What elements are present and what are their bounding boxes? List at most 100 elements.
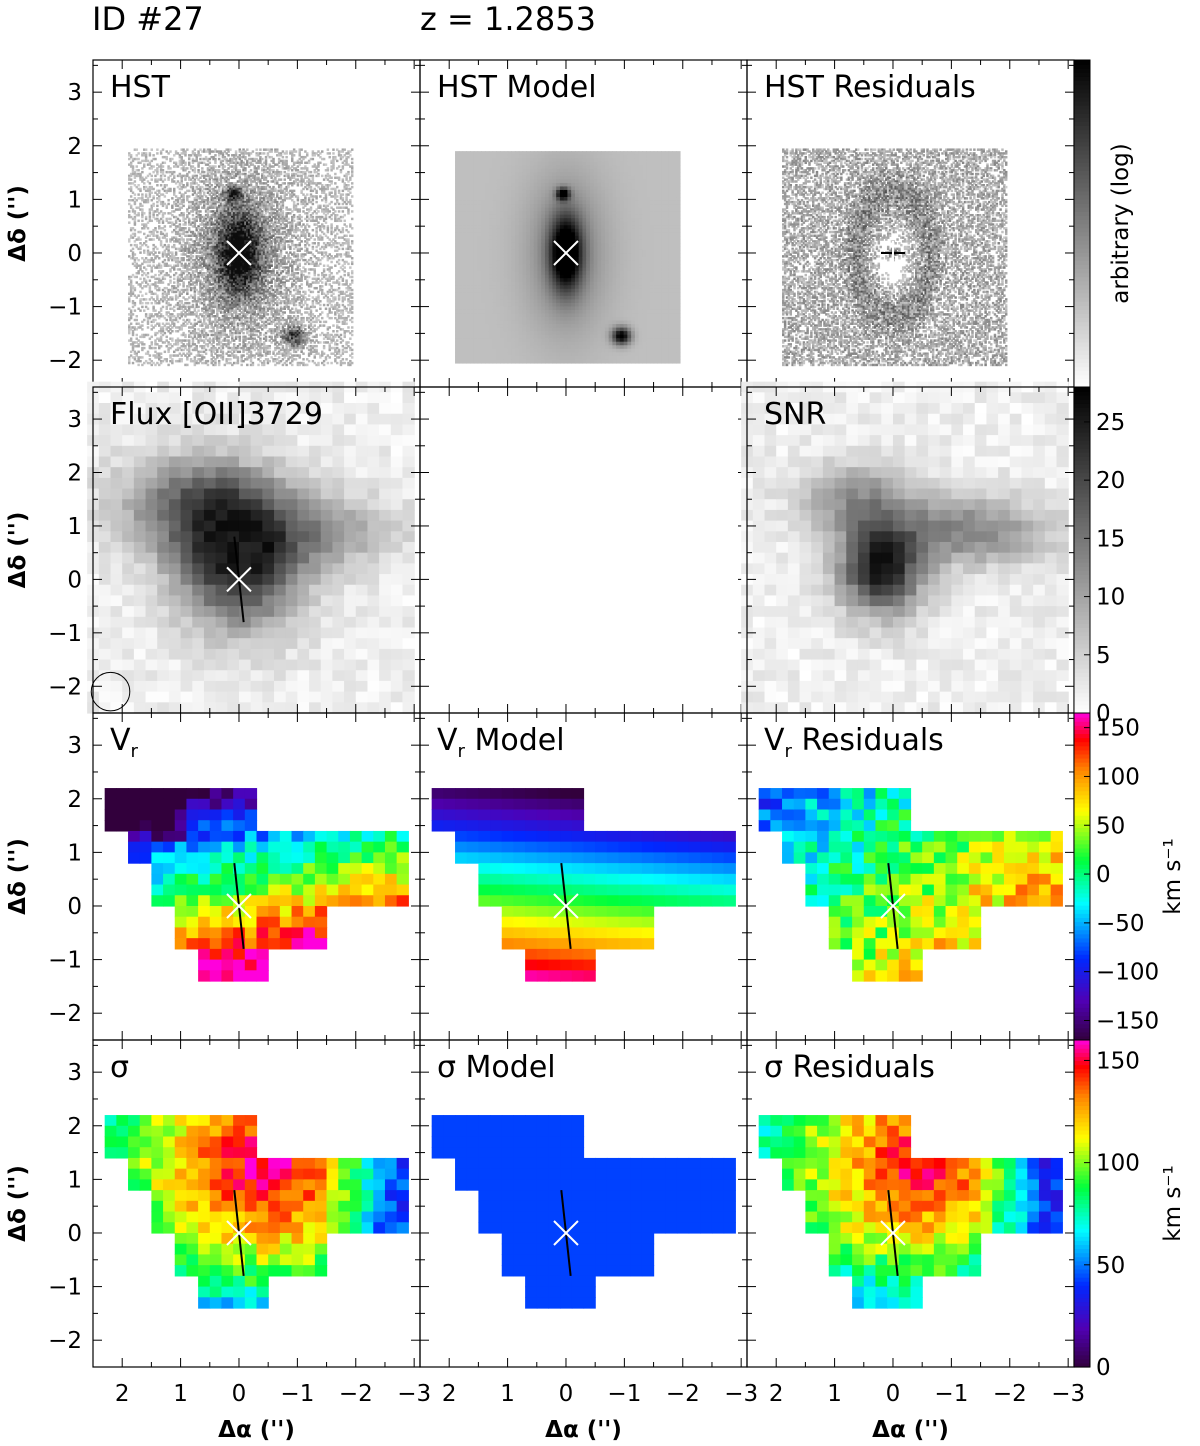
- pixel-map-vr-resid: [759, 788, 1063, 982]
- panel-vr: Vr: [93, 713, 420, 1040]
- colorbar-vr-cbar: −150 −100 −50 0 50 100 150 km s⁻¹: [1074, 713, 1186, 1041]
- y-tick-label: 2: [67, 461, 82, 487]
- colorbar-tick-label: 0: [1096, 862, 1111, 888]
- colorbar-label: km s⁻¹: [1160, 1165, 1186, 1241]
- panel-hst-model: HST Model: [420, 60, 747, 387]
- y-tick-label: 1: [67, 514, 82, 540]
- colorbar-hst-cbar: arbitrary (log): [1074, 60, 1134, 388]
- panel-hst: HST: [93, 60, 420, 387]
- y-tick-label: 2: [67, 134, 82, 160]
- y-tick-label: 1: [67, 1167, 82, 1193]
- y-tick-label: −2: [48, 674, 82, 700]
- figure: ID #27 z = 1.2853 HST HST Model HST Residu…: [0, 0, 1200, 1446]
- x-tick-label: 2: [115, 1381, 130, 1407]
- colorbar-tick-label: 150: [1096, 716, 1140, 742]
- x-tick-label: 0: [886, 1381, 901, 1407]
- colorbar-tick-label: 0: [1096, 1355, 1111, 1381]
- x-tick-label: −2: [666, 1381, 700, 1407]
- pixel-map-vr-model: [432, 788, 736, 982]
- y-tick-label: 3: [67, 733, 82, 759]
- x-tick-label: 0: [559, 1381, 574, 1407]
- colorbar-sigma-cbar: 0 50 100 150 km s⁻¹: [1074, 1040, 1186, 1381]
- colorbar-tick-label: 5: [1096, 643, 1111, 669]
- colorbar-label: arbitrary (log): [1108, 143, 1134, 304]
- y-axis-label: Δδ (''): [5, 1165, 31, 1242]
- y-tick-label: 0: [67, 567, 82, 593]
- colorbar-tick-label: 150: [1096, 1048, 1140, 1074]
- panel-flux: Flux [OII]3729: [87, 382, 420, 714]
- colorbar-tick-label: 100: [1096, 764, 1140, 790]
- x-tick-label: −3: [724, 1381, 758, 1407]
- colorbar-label: km s⁻¹: [1160, 838, 1186, 914]
- panel-sigma: σ: [93, 1040, 420, 1367]
- y-tick-label: −2: [48, 1328, 82, 1354]
- panel-frame: [420, 387, 747, 713]
- colorbar-tick-label: 50: [1096, 813, 1125, 839]
- y-tick-label: 3: [67, 407, 82, 433]
- pixel-map-sigma-resid: [759, 1115, 1063, 1309]
- y-tick-label: 0: [67, 241, 82, 267]
- panel-vr-resid: Vr Residuals: [747, 713, 1074, 1040]
- ticks: [420, 387, 747, 713]
- panel-title-flux: Flux [OII]3729: [110, 397, 323, 432]
- y-axis-label: Δδ (''): [5, 838, 31, 915]
- x-axis-label: Δα (''): [872, 1417, 949, 1443]
- colorbar-tick-label: 50: [1096, 1253, 1125, 1279]
- panel-title-hst-model: HST Model: [437, 70, 597, 105]
- panel-title-vr: Vr: [110, 723, 139, 762]
- x-tick-label: −3: [1051, 1381, 1085, 1407]
- panel-snr: SNR: [741, 382, 1074, 714]
- object-id-label: ID #27: [92, 0, 204, 38]
- colorbar-tick-label: 20: [1096, 468, 1125, 494]
- panel-title-hst-resid: HST Residuals: [764, 70, 976, 105]
- colorbar-tick-label: 10: [1096, 585, 1125, 611]
- x-tick-label: 1: [173, 1381, 188, 1407]
- y-tick-label: 2: [67, 1114, 82, 1140]
- panel-empty: [420, 387, 747, 713]
- panel-title-sigma: σ: [110, 1050, 129, 1085]
- x-tick-label: −3: [397, 1381, 431, 1407]
- pixel-map-sigma-model: [432, 1115, 736, 1309]
- x-tick-label: −2: [993, 1381, 1027, 1407]
- x-tick-label: 0: [232, 1381, 247, 1407]
- x-tick-label: 2: [442, 1381, 457, 1407]
- y-axis-label: Δδ (''): [5, 512, 31, 589]
- pixel-map-hst: [128, 148, 353, 366]
- y-tick-label: 3: [67, 1060, 82, 1086]
- x-tick-label: 1: [827, 1381, 842, 1407]
- panel-title-sigma-model: σ Model: [437, 1050, 556, 1085]
- y-tick-label: −2: [48, 1001, 82, 1027]
- y-tick-label: −1: [48, 621, 82, 647]
- panel-title-snr: SNR: [764, 397, 826, 432]
- colorbar-tick-label: −100: [1096, 960, 1159, 986]
- colorbar-tick-label: −50: [1096, 911, 1145, 937]
- panel-title-vr-model: Vr Model: [437, 723, 565, 762]
- colorbar-tick-label: −150: [1096, 1008, 1159, 1034]
- colorbar-tick-label: 25: [1096, 410, 1125, 436]
- pixel-map-sigma: [105, 1115, 409, 1309]
- panel-sigma-model: σ Model: [420, 1040, 747, 1367]
- pixel-map-hst-model: [455, 151, 681, 363]
- y-tick-label: −1: [48, 1275, 82, 1301]
- pixel-map-vr: [105, 788, 409, 982]
- panel-hst-resid: HST Residuals: [747, 60, 1074, 387]
- panel-vr-model: Vr Model: [420, 713, 747, 1040]
- panel-title-sigma-resid: σ Residuals: [764, 1050, 935, 1085]
- pixel-map-hst-resid: [782, 148, 1007, 366]
- x-tick-label: −1: [934, 1381, 968, 1407]
- y-tick-label: 1: [67, 187, 82, 213]
- x-tick-label: 1: [500, 1381, 515, 1407]
- y-tick-label: 0: [67, 894, 82, 920]
- y-tick-label: 2: [67, 787, 82, 813]
- y-axis-label: Δδ (''): [5, 185, 31, 262]
- x-tick-label: −2: [339, 1381, 373, 1407]
- y-tick-label: −1: [48, 948, 82, 974]
- x-tick-label: −1: [607, 1381, 641, 1407]
- panel-title-hst: HST: [110, 70, 171, 105]
- y-tick-label: 1: [67, 840, 82, 866]
- colorbar-tick-label: 100: [1096, 1151, 1140, 1177]
- y-tick-label: 0: [67, 1221, 82, 1247]
- panel-title-vr-resid: Vr Residuals: [764, 723, 944, 762]
- colorbars: arbitrary (log)0510152025−150−100−500501…: [1074, 60, 1186, 1381]
